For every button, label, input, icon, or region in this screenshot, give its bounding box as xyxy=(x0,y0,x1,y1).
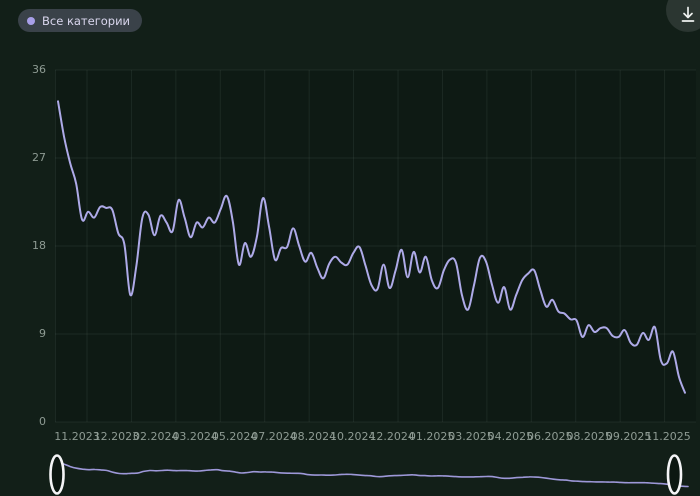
plot-area xyxy=(55,70,696,422)
x-tick-label: 10.2024 xyxy=(330,430,376,443)
brush-left-handle[interactable] xyxy=(49,454,65,495)
x-tick-label: 06.2025 xyxy=(527,430,573,443)
x-tick-label: 11.2023 xyxy=(54,430,100,443)
x-tick-label: 08.2025 xyxy=(566,430,612,443)
x-tick-label: 08.2024 xyxy=(290,430,337,443)
x-tick-label: 03.2024 xyxy=(172,430,218,443)
x-tick-label: 12.2023 xyxy=(93,430,140,443)
category-filter-label: Все категории xyxy=(42,13,131,28)
brush-right-handle[interactable] xyxy=(666,454,683,495)
category-filter-badge[interactable]: Все категории xyxy=(18,9,143,32)
y-tick-label: 18 xyxy=(32,239,46,252)
x-tick-label: 12.2024 xyxy=(369,430,415,443)
download-icon xyxy=(681,6,695,22)
x-tick-label: 03.2025 xyxy=(448,430,494,443)
y-tick-label: 36 xyxy=(32,63,46,76)
x-tick-label: 04.2025 xyxy=(487,430,534,443)
y-tick-label: 27 xyxy=(32,151,46,164)
y-tick-label: 9 xyxy=(39,327,46,340)
brush-mini-line[interactable] xyxy=(51,460,689,488)
series-line xyxy=(57,100,686,394)
x-tick-label: 01.2025 xyxy=(408,430,455,443)
x-tick-label: 11.2025 xyxy=(645,430,691,443)
y-tick-label: 0 xyxy=(39,415,46,428)
x-tick-label: 02.2024 xyxy=(133,430,179,443)
x-tick-label: 09.2025 xyxy=(605,430,652,443)
x-tick-label: 07.2024 xyxy=(251,430,297,443)
x-tick-label: 05.2024 xyxy=(211,430,258,443)
series-dot-icon xyxy=(27,16,35,25)
